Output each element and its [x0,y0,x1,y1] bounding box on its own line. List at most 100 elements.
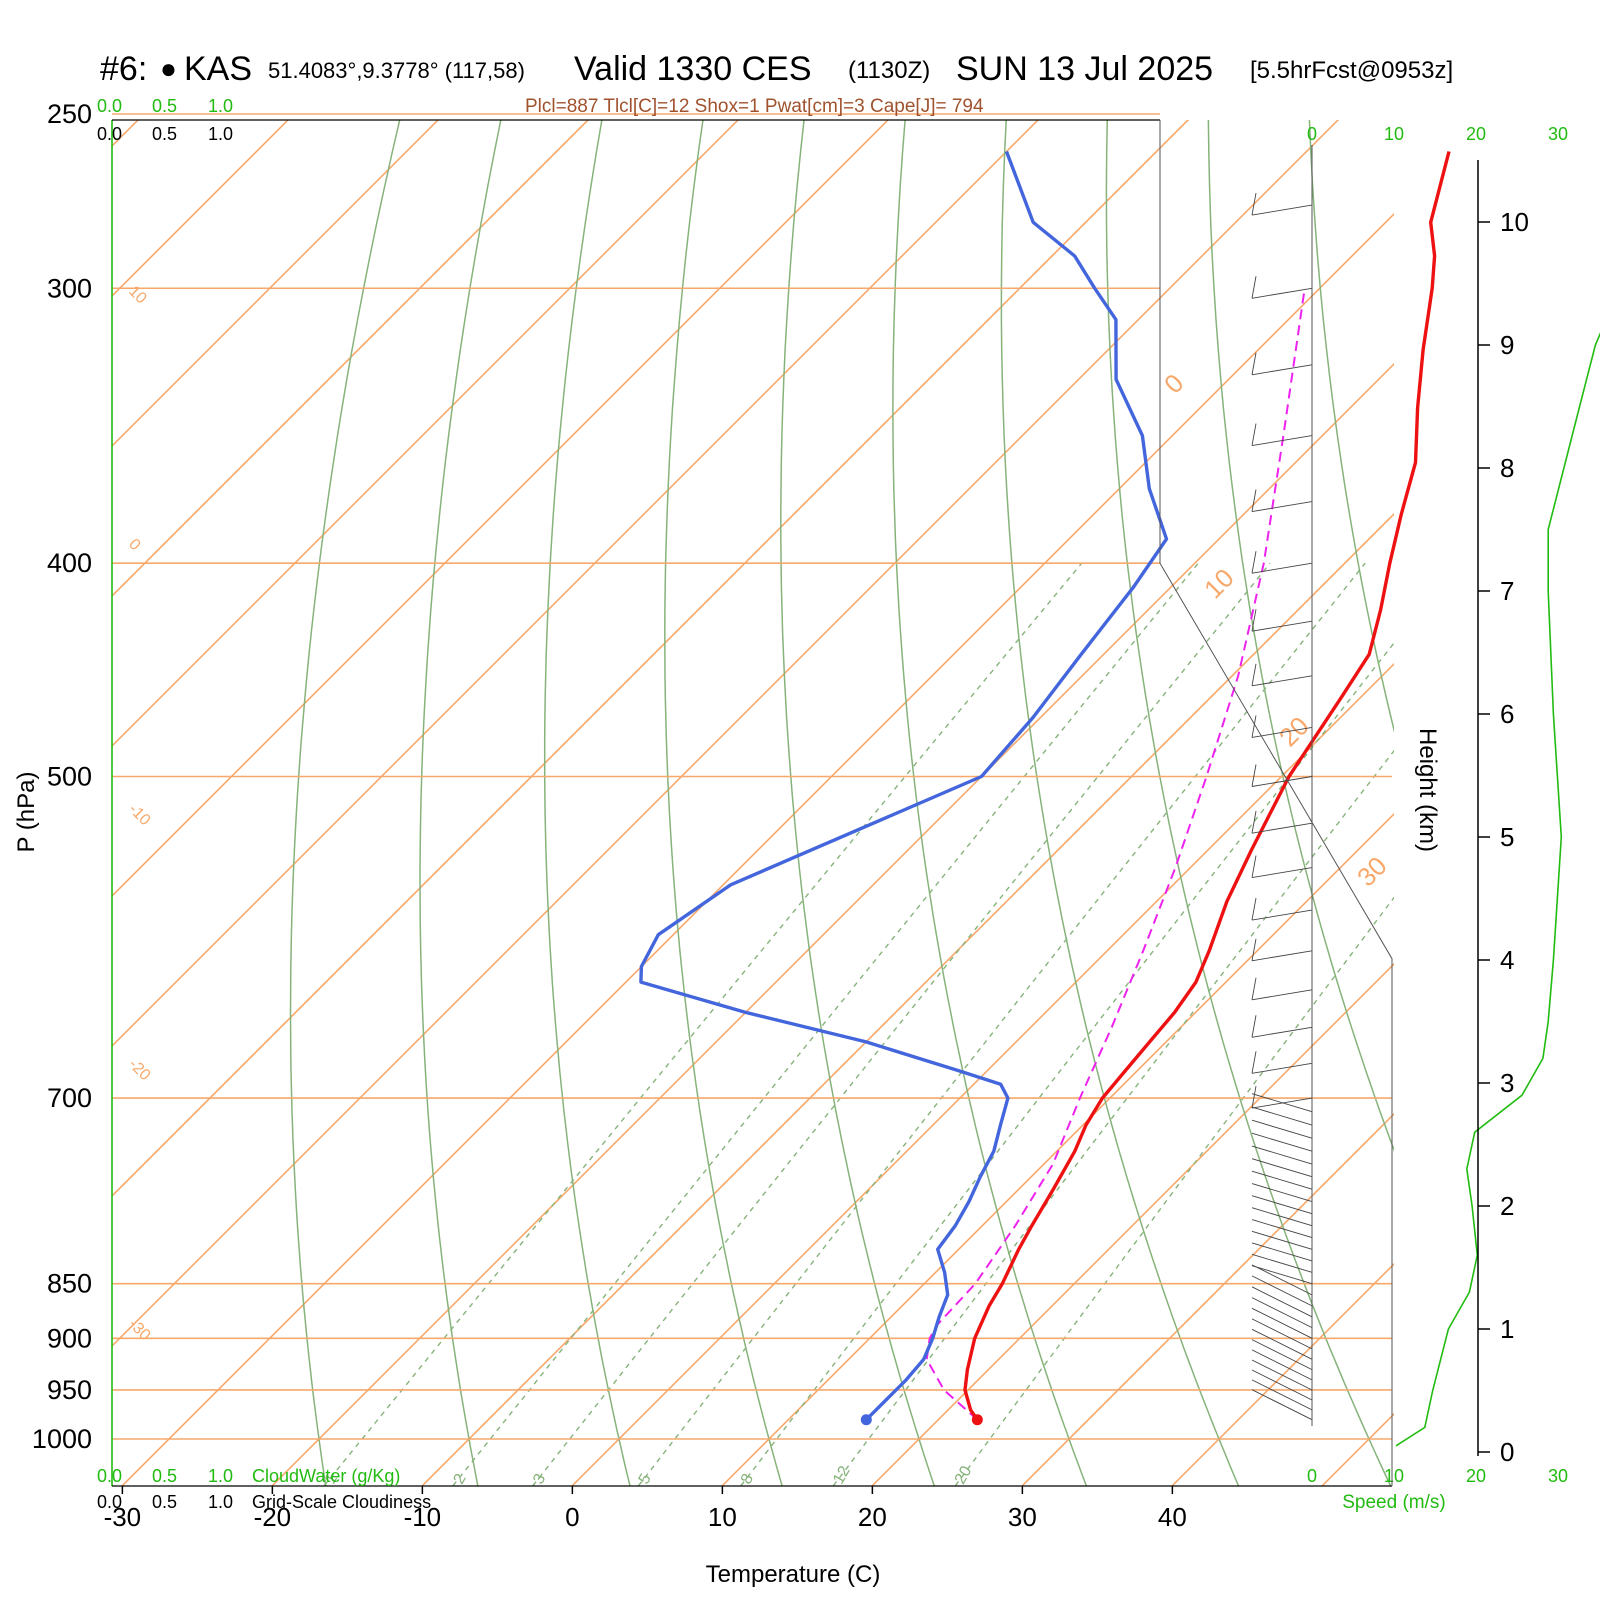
forecast-info: [5.5hrFcst@0953z] [1250,57,1453,84]
isotherm-label: 0 [125,536,143,554]
wind-barb [1251,867,1313,879]
mixing-ratio-label: 20 [952,1463,976,1487]
mixing-ratio-line [638,562,1366,1486]
dry-adiabat-line [664,120,783,1486]
wind-barb [1251,1286,1313,1318]
wind-barb-flag [1251,193,1257,216]
wind-barb [1251,776,1313,787]
speed-tick-top: 0 [1307,124,1317,144]
isotherm-label: 30 [1351,851,1393,893]
wind-barb [1251,1339,1313,1371]
pressure-tick-label: 850 [47,1269,92,1299]
wind-barb [1251,989,1313,1001]
dry-adiabat-line [780,120,935,1486]
bottom-cloudwater-scale: 0.0 0.5 1.0 CloudWater (g/Kg) [97,1466,400,1486]
bottom-cloudwater-tick-1: 0.5 [152,1466,177,1486]
dry-adiabat-line [1308,120,1394,733]
mixing-ratio-line [954,896,1394,1486]
wind-barb [1251,435,1313,447]
dry-adiabat-line [1511,114,1600,1486]
isotherm-label: -10 [125,801,153,829]
speed-tick-bottom: 10 [1384,1466,1404,1486]
mixing-ratio-line [740,641,1394,1486]
top-cloudiness-tick-2: 1.0 [208,124,233,144]
wind-barb [1251,1183,1313,1202]
isotherm-label: 10 [1198,563,1240,605]
wind-barb [1251,1026,1313,1038]
speed-tick-bottom: 0 [1307,1466,1317,1486]
station-coords: 51.4083°,9.3778° (117,58) [268,58,525,83]
bottom-cloudiness-scale: 0.0 0.5 1.0 Grid-Scale Cloudiness [97,1492,431,1512]
isotherm-line [571,662,1394,1486]
indices-line: Plcl=887 Tlcl[C]=12 Shox=1 Pwat[cm]=3 Ca… [525,96,984,117]
x-tick-label: 40 [1158,1502,1187,1532]
wind-barb [1251,1379,1313,1411]
wind-barb-flag [1251,1015,1257,1038]
wind-barb-flag [1251,551,1257,574]
isotherm-label: 0 [1158,368,1189,399]
mixing-ratio-grid: 1 2 3 5 8 12 20 [322,562,1394,1487]
isotherm-label: 10 [125,283,150,308]
isotherm-line [121,212,1394,1486]
wind-barb [1251,364,1313,376]
bottom-cloudiness-tick-2: 1.0 [208,1492,233,1512]
isotherm-label: -20 [125,1056,153,1084]
wind-barb-flag [1251,811,1257,834]
top-cloudiness-tick-1: 0.5 [152,124,177,144]
isotherm-line [112,120,740,748]
pressure-tick-label: 950 [47,1375,92,1405]
wind-barb [1251,1132,1313,1152]
bottom-cloudwater-tick-2: 1.0 [208,1466,233,1486]
mixing-ratio-label: 12 [830,1463,854,1487]
pressure-tick-label: 700 [47,1083,92,1113]
isotherm-line [271,362,1394,1486]
x-tick-label: -10 [404,1502,442,1532]
x-tick-label: 10 [708,1502,737,1532]
speed-profile-line [1395,332,1600,1447]
speed-tick-top: 30 [1548,124,1568,144]
height-tick-label: 10 [1500,207,1529,237]
mixing-ratio-line [832,749,1394,1486]
isotherm-label: -30 [125,1316,153,1344]
dry-adiabat-line [1207,120,1394,1153]
speed-axis-label: Speed (m/s) [1342,1492,1445,1513]
wind-barb [1251,822,1313,834]
wind-barb [1251,1297,1313,1329]
wind-barb-flag [1251,764,1257,787]
speed-tick-bottom: 20 [1466,1466,1486,1486]
wind-barb [1251,1253,1313,1273]
wind-barb [1251,1275,1313,1307]
wind-barb [1251,1349,1313,1381]
wind-barb [1251,1265,1313,1285]
wind-barb [1251,1106,1313,1126]
valid-zulu: (1130Z) [848,57,930,84]
mixing-ratio-label: 8 [738,1471,757,1487]
wind-barb [1251,1328,1313,1360]
pressure-tick-label: 400 [47,548,92,578]
height-tick-label: 8 [1500,453,1514,483]
isotherm-line [721,812,1394,1486]
isotherm-grid [112,120,1394,1486]
cloudwater-label: CloudWater (g/Kg) [252,1466,400,1486]
isotherm-line [112,120,1040,1048]
wind-barb [1251,1170,1313,1190]
wind-barb [1251,1219,1313,1239]
dry-adiabat-line [1000,120,1240,1486]
wind-barb-flag [1251,663,1257,686]
height-tick-label: 2 [1500,1191,1514,1221]
wind-barb [1251,1230,1313,1250]
isobar-grid: 2503004005007008509009501000100-10-20-30… [32,99,1393,1454]
x-tick-label: 0 [565,1502,579,1532]
wind-barb [1251,562,1313,574]
surface-temperature-marker [971,1414,983,1426]
wind-barb [1251,727,1313,738]
station-name: KAS [184,50,252,88]
wind-barb [1251,620,1313,632]
wind-barb [1251,1369,1313,1401]
height-tick-label: 4 [1500,945,1514,975]
wind-barb-flag [1251,977,1257,1000]
y-axis-label: P (hPa) [13,772,40,853]
top-cloudiness-scale: 0.0 0.5 1.0 [97,124,233,144]
valid-main: Valid 1330 CES [574,50,812,88]
